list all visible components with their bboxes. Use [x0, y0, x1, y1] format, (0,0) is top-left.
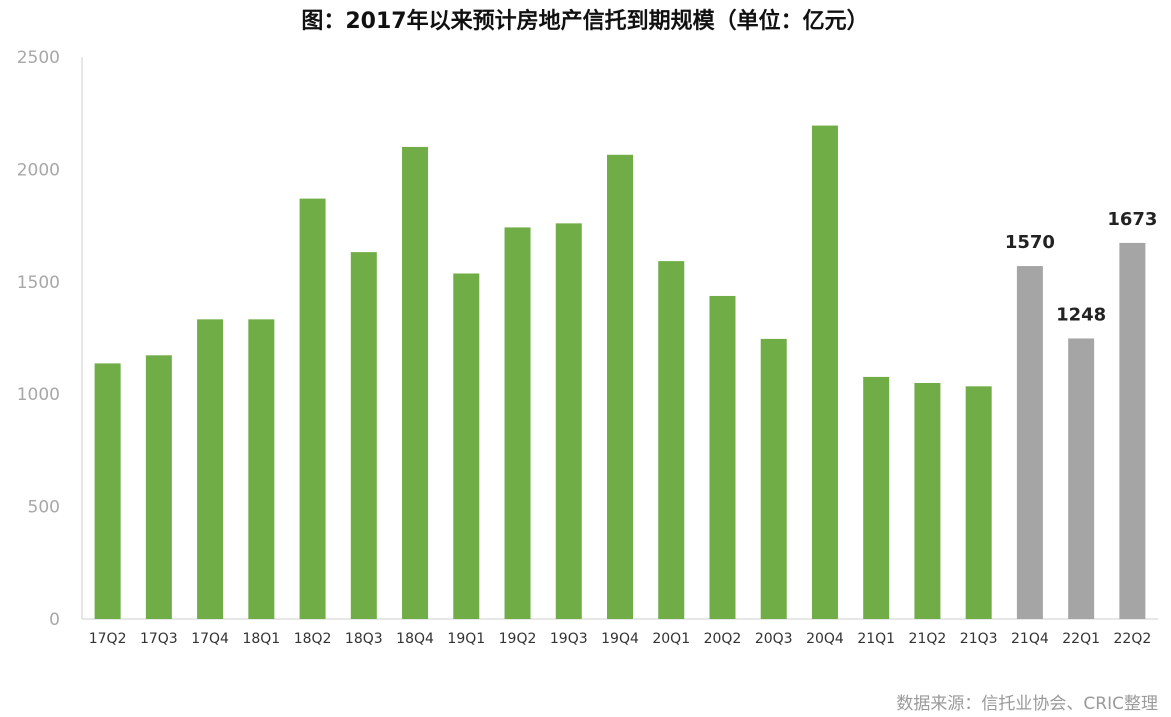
bar	[350, 252, 377, 619]
data-labels: 1570 1248 1673	[1005, 209, 1158, 326]
bar	[453, 273, 480, 619]
bar	[1016, 266, 1043, 619]
x-tick-label: 22Q1	[1062, 631, 1100, 647]
x-tick-label: 17Q4	[191, 631, 229, 647]
y-tick-label: 2000	[17, 160, 60, 180]
data-label: 1673	[1107, 209, 1157, 230]
bar	[145, 355, 172, 619]
y-tick-label: 0	[49, 610, 60, 630]
bar	[555, 223, 582, 620]
y-tick-label: 1000	[17, 385, 60, 405]
bar	[94, 363, 121, 619]
bar	[197, 319, 224, 619]
bar	[914, 382, 941, 619]
x-axis-ticks: 17Q2 17Q3 17Q4 18Q1 18Q2 18Q3 18Q4 19Q1 19Q2 19Q3…	[89, 631, 1152, 647]
bar	[299, 198, 326, 619]
bar	[965, 386, 992, 619]
y-axis-ticks: 0 500 1000 1500 2000 2500	[17, 48, 60, 630]
x-tick-label: 17Q3	[140, 631, 178, 647]
data-label: 1570	[1005, 232, 1055, 253]
x-tick-label: 18Q4	[396, 631, 434, 647]
x-tick-label: 17Q2	[89, 631, 127, 647]
x-tick-label: 19Q2	[499, 631, 537, 647]
bar	[504, 227, 531, 619]
y-tick-label: 500	[28, 498, 60, 518]
bar	[863, 376, 890, 619]
bar	[811, 125, 838, 620]
x-tick-label: 20Q3	[755, 631, 793, 647]
bar	[607, 154, 633, 619]
bar	[1068, 338, 1095, 619]
x-tick-label: 21Q4	[1011, 631, 1049, 647]
chart-title: 图：2017年以来预计房地产信托到期规模（单位：亿元）	[301, 8, 868, 34]
x-tick-label: 18Q1	[242, 631, 280, 647]
bar	[709, 295, 736, 619]
x-tick-label: 19Q4	[601, 631, 639, 647]
x-tick-label: 22Q2	[1114, 631, 1152, 647]
x-tick-label: 19Q3	[550, 631, 588, 647]
x-tick-label: 18Q3	[345, 631, 383, 647]
bar	[248, 319, 275, 619]
source-note: 数据来源：信托业协会、CRIC整理	[896, 694, 1158, 714]
x-tick-label: 20Q1	[652, 631, 690, 647]
x-tick-label: 21Q3	[960, 631, 998, 647]
x-tick-label: 21Q2	[909, 631, 947, 647]
y-tick-label: 1500	[17, 273, 60, 293]
x-tick-label: 20Q2	[704, 631, 742, 647]
x-tick-label: 20Q4	[806, 631, 844, 647]
bar	[658, 261, 685, 619]
bar	[1119, 242, 1146, 619]
y-tick-label: 2500	[17, 48, 60, 68]
bar	[760, 338, 787, 619]
x-tick-label: 21Q1	[857, 631, 895, 647]
bar	[402, 146, 429, 620]
data-label: 1248	[1056, 304, 1106, 325]
x-tick-label: 19Q1	[447, 631, 485, 647]
bars-group	[94, 125, 1146, 620]
x-tick-label: 18Q2	[294, 631, 332, 647]
